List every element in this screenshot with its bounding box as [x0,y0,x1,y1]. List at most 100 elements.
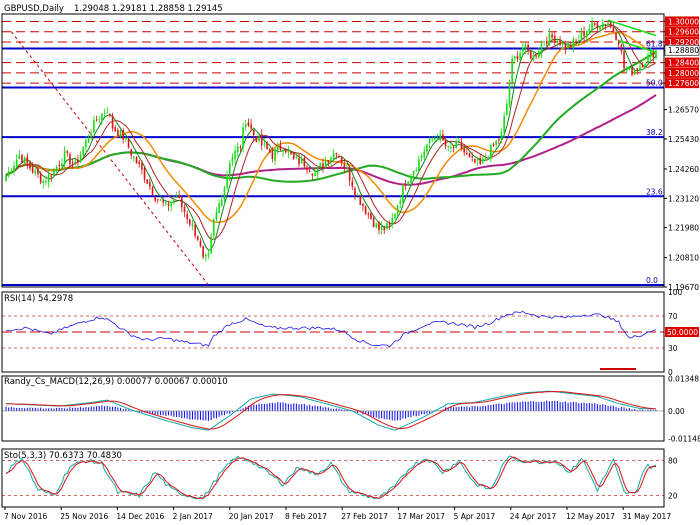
chart-title: GBPUSD,Daily [4,4,64,14]
candle-body [404,184,407,186]
candle-body [175,196,178,198]
candle-body [66,151,69,153]
support-level-box [665,78,699,89]
candle-body [79,154,82,163]
candle-body [127,138,130,148]
candle-body [428,138,431,144]
date-tick-label: 17 Mar 2017 [397,512,445,521]
candle-body [189,219,191,225]
candle-body [412,171,415,176]
panel-frame [1,291,665,373]
candle-body [527,44,529,51]
candle-body [50,175,53,177]
candle-body [426,144,428,152]
support-level-box [665,67,699,78]
candle-body [212,219,215,236]
candle-body [447,145,450,147]
candle-body [279,145,282,150]
candle-body [178,195,180,198]
candle-body [641,64,644,68]
candle-body [63,150,66,165]
candle-body [519,52,521,61]
candle-body [101,113,103,120]
date-tick-label: 25 Nov 2016 [60,512,108,521]
candle-body [21,155,23,163]
candle-body [543,41,545,43]
current-price-box [664,44,700,56]
rsi-tick-label: 50.0000 [667,328,698,337]
candle-body [495,140,497,145]
candle-body [210,236,212,254]
candle-body [55,166,58,170]
candle-body [607,22,609,25]
candle-body [601,22,604,29]
candle-body [47,173,50,183]
candle-body [306,168,308,171]
candle-body [74,160,77,163]
candle-body [585,30,588,38]
price-tick-label: 1.25430 [668,135,699,144]
date-tick-label: 2 Jan 2017 [173,512,213,521]
axes-layer: 61.8 50.0 38.2 23.6 0.0 1.30000 1.296001.29200… [1,13,700,521]
candle-body [106,112,109,114]
candle-body [135,157,138,164]
support-level-label: 1.27600 [668,79,699,88]
candle-body [362,203,364,207]
candle-body [348,169,351,181]
candle-body [173,198,175,203]
date-tick-label: 27 Feb 2017 [341,512,388,521]
candle-body [487,158,489,160]
ma-60-line [5,51,657,183]
candle-body [343,164,346,168]
candle-body [282,149,284,152]
candle-body [580,32,583,39]
price-tick-label: 1.19670 [668,283,699,292]
date-tick-label: 7 Nov 2016 [4,512,47,521]
candle-body [95,119,98,121]
candle-body [516,56,519,60]
fibonacci-label: 38.2 [646,128,663,137]
candle-body [599,26,601,31]
date-tick-label: 20 Jan 2017 [229,512,274,521]
candle-body [10,171,13,173]
resistance-level-label: 1.29600 [668,28,699,37]
current-price-label: 1.28880 [668,46,699,55]
candle-body [130,149,133,156]
candle-body [186,214,188,220]
candle-body [167,203,170,206]
candle-body [380,226,383,231]
candle-body [87,138,90,142]
candle-body [93,119,95,133]
candle-body [39,172,42,183]
candle-body [649,51,652,57]
candle-body [391,217,394,225]
candle-body [119,130,122,137]
candle-body [386,223,388,229]
price-tick-label: 1.26570 [668,106,699,115]
candle-body [5,175,7,181]
candle-body [138,161,140,165]
candle-body [402,184,404,203]
candle-body [535,55,537,57]
candle-body [436,138,439,140]
candle-body [609,22,612,26]
candle-body [271,151,274,159]
candle-body [239,147,242,149]
candle-body [290,151,292,155]
resistance-level-box [665,26,699,37]
candle-body [577,39,580,41]
candle-body [418,159,420,172]
candle-body [490,145,492,159]
candle-body [620,45,623,52]
candle-body [207,253,210,256]
candle-body [236,146,239,153]
candle-body [394,214,396,219]
candle-body [103,113,106,115]
support-level-label: 1.28400 [668,59,699,68]
candle-body [77,159,79,163]
candle-body [117,130,119,137]
candle-body [298,158,300,165]
candle-body [628,68,631,70]
candle-body [514,56,516,59]
date-tick-label: 24 Apr 2017 [510,512,557,521]
